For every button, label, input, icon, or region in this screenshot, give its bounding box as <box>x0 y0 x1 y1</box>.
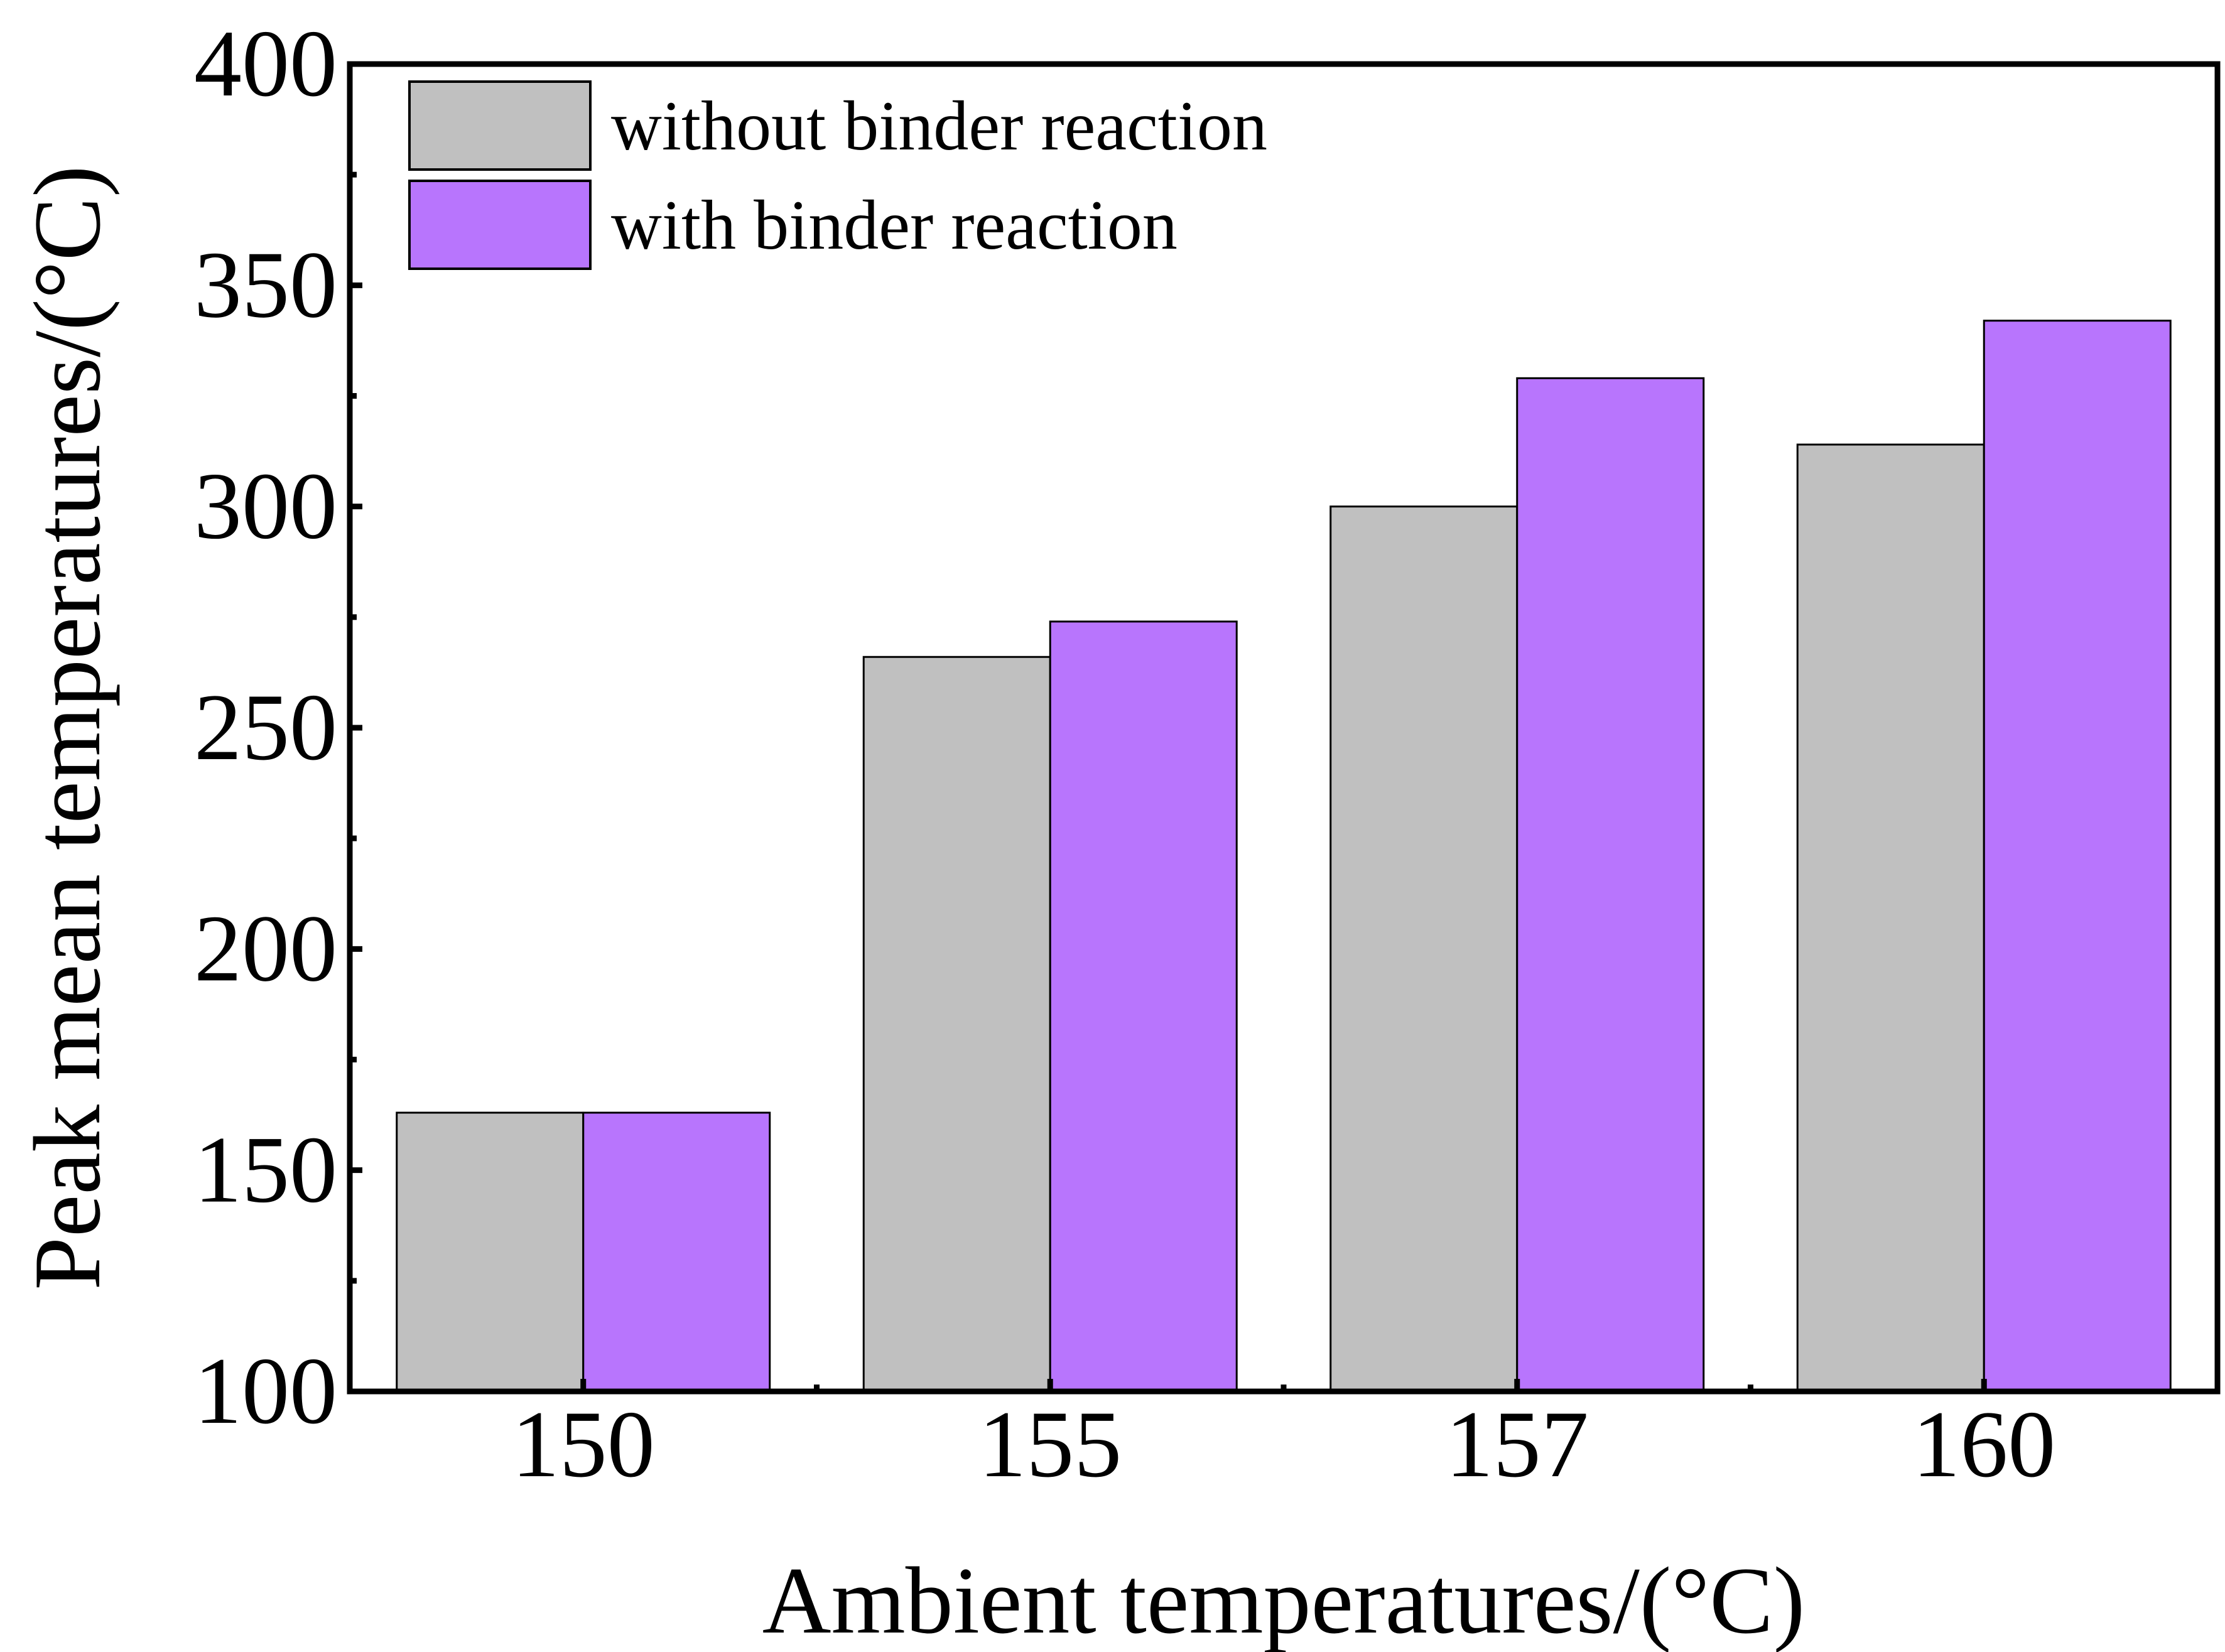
legend-swatch-series-2 <box>408 180 592 270</box>
bar-160-series-2 <box>1983 320 2172 1393</box>
y-tick-label-150: 150 <box>194 1117 337 1223</box>
y-tick-label-200: 200 <box>194 895 337 1001</box>
legend-swatch-series-1 <box>408 80 592 171</box>
bars-layer <box>396 320 2172 1393</box>
y-tick-label-300: 300 <box>194 453 337 559</box>
bar-150-series-2 <box>582 1111 771 1393</box>
y-tick-label-100: 100 <box>194 1338 337 1444</box>
y-tick-label-400: 400 <box>194 11 337 116</box>
bar-160-series-1 <box>1796 443 1985 1393</box>
legend: without binder reaction with binder react… <box>408 80 1267 270</box>
legend-label-series-1: without binder reaction <box>611 87 1267 165</box>
y-tick-label-250: 250 <box>194 674 337 780</box>
x-tick-label-157: 157 <box>1446 1391 1589 1497</box>
legend-label-series-2: with binder reaction <box>611 186 1177 264</box>
bar-150-series-1 <box>396 1111 585 1393</box>
bar-157-series-1 <box>1329 505 1519 1393</box>
bar-157-series-2 <box>1516 377 1705 1393</box>
bar-155-series-2 <box>1049 620 1238 1393</box>
y-axis-title: Peak mean temperatures/(°C) <box>14 165 120 1290</box>
y-tick-label-350: 350 <box>194 232 337 337</box>
x-tick-label-150: 150 <box>512 1391 655 1497</box>
ticks-layer: 100 150 200 250 300 350 400 150 155 157 160 <box>194 11 2055 1497</box>
x-tick-label-155: 155 <box>978 1391 1122 1497</box>
bar-155-series-1 <box>862 656 1051 1393</box>
x-axis-title: Ambient temperatures/(°C) <box>762 1548 1805 1652</box>
plot-frame <box>347 61 2221 1395</box>
x-tick-label-160: 160 <box>1912 1391 2055 1497</box>
